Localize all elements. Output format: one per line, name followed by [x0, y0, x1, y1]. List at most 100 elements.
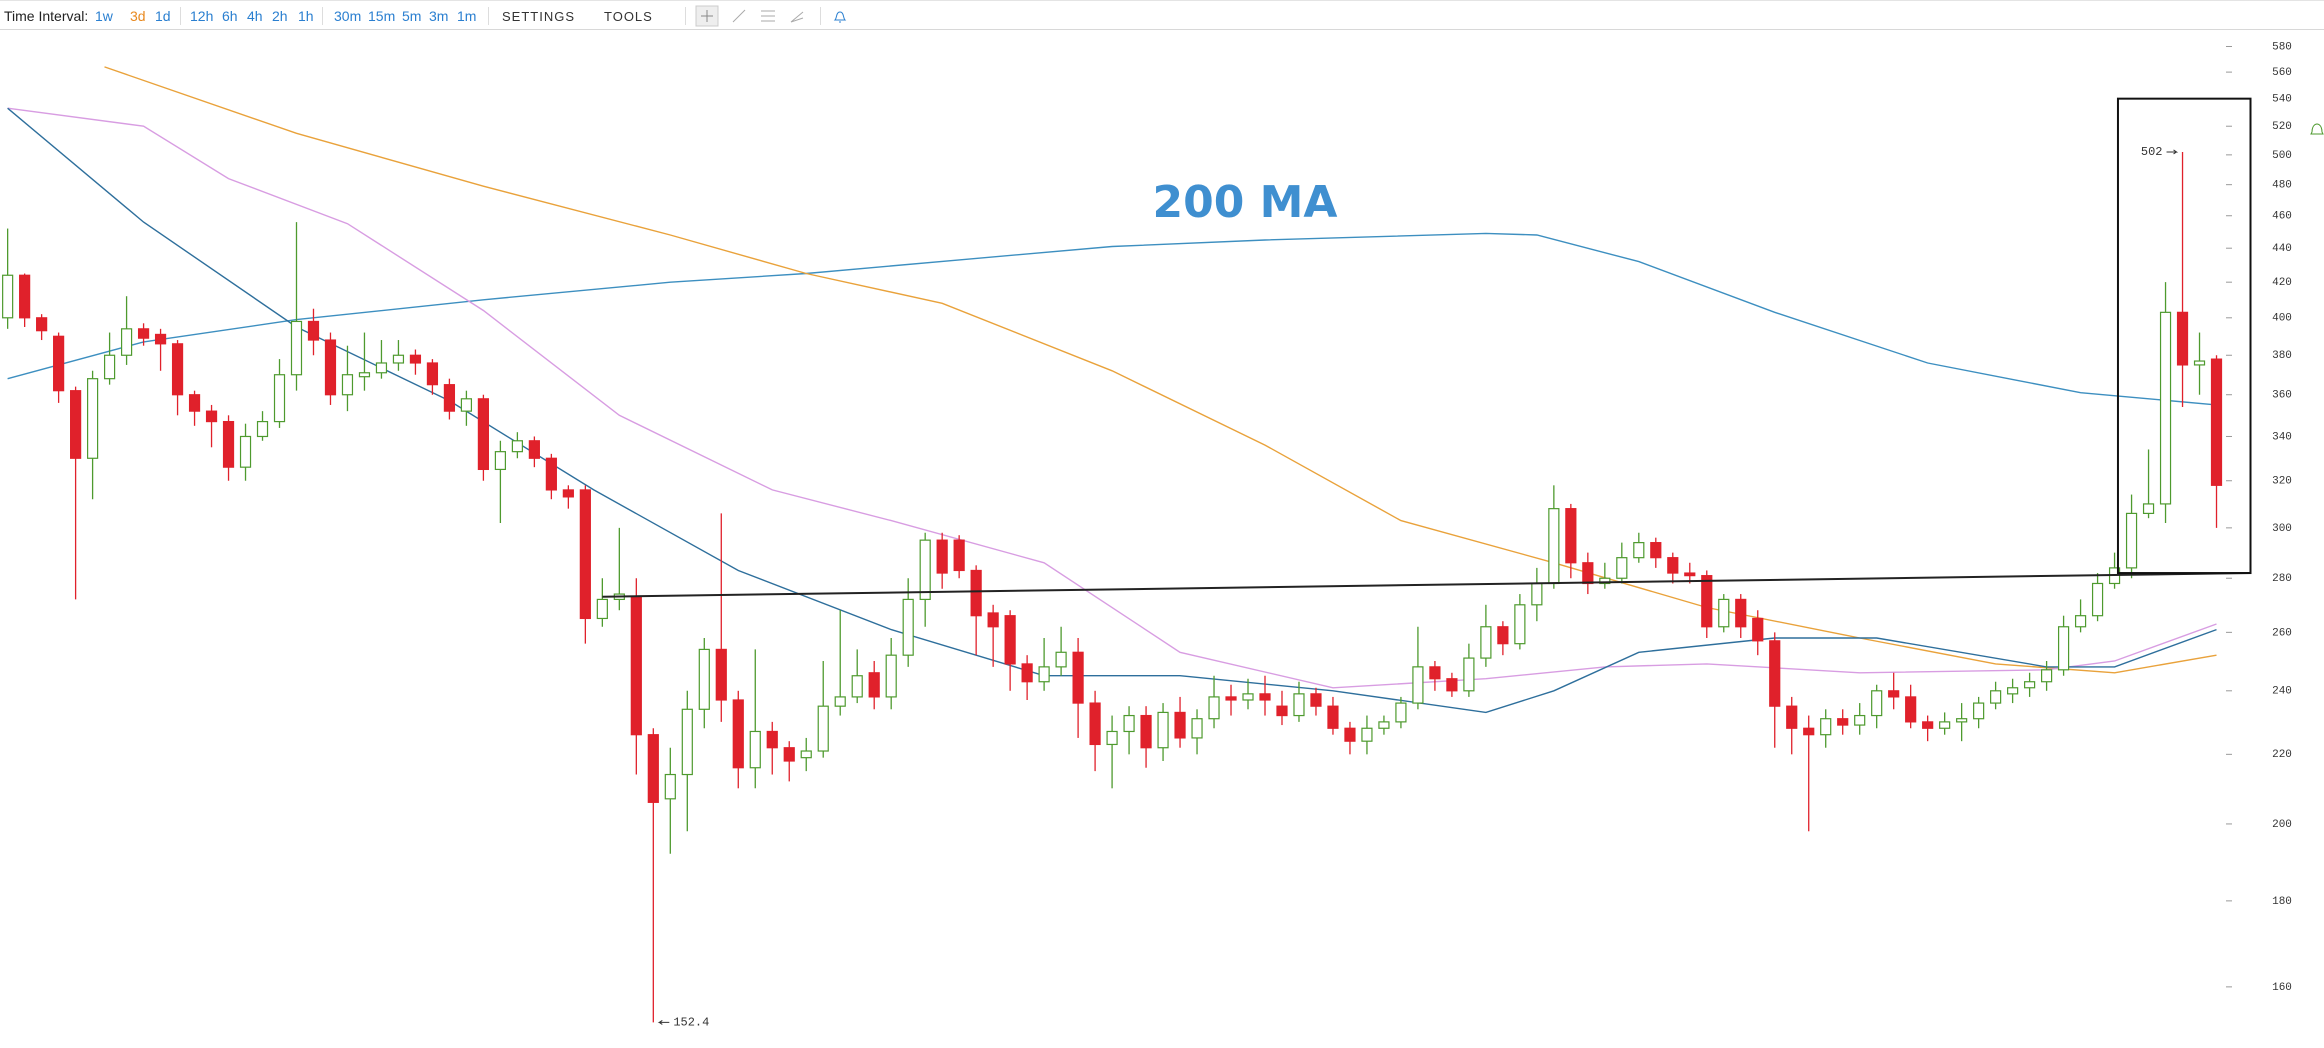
interval-button[interactable]: 1h	[298, 8, 314, 24]
peak-label: 502	[2141, 145, 2163, 159]
alert-icon	[2310, 123, 2324, 135]
candle-body	[1633, 542, 1645, 559]
interval-button[interactable]: 4h	[247, 8, 263, 24]
candle-body	[1582, 562, 1594, 585]
candle-body	[1123, 714, 1135, 733]
candle-body	[817, 705, 829, 752]
candle-body	[2159, 311, 2172, 505]
interval-button[interactable]: 1d	[155, 8, 171, 24]
candle-body	[1837, 718, 1849, 726]
candle-body	[1140, 714, 1152, 749]
candle-body	[222, 420, 235, 468]
candle-body	[953, 539, 965, 572]
candle-body	[851, 675, 863, 698]
candle-body	[273, 374, 286, 423]
y-tick-label: 460	[2272, 211, 2292, 223]
interval-button[interactable]: 15m	[368, 8, 396, 24]
interval-button[interactable]: 2h	[272, 8, 288, 24]
highlight-box	[2116, 97, 2252, 575]
candle-body	[681, 708, 693, 776]
candle-body	[307, 320, 320, 341]
candle-body	[579, 489, 591, 620]
crosshair-icon	[701, 10, 713, 22]
settings-menu[interactable]: SETTINGS	[502, 9, 576, 24]
y-tick-label: 220	[2272, 749, 2292, 761]
candle-body	[1939, 721, 1951, 729]
candle-body	[494, 451, 506, 471]
candle-body	[1259, 693, 1271, 701]
candle-body	[1888, 690, 1900, 698]
candle-body	[783, 747, 795, 762]
candle-body	[1089, 702, 1101, 746]
y-tick-label: 240	[2272, 686, 2292, 698]
candle-body	[324, 339, 337, 396]
candle-body	[2210, 358, 2223, 486]
interval-button[interactable]: 6h	[222, 8, 238, 24]
candle-body	[936, 539, 948, 574]
candle-body	[1106, 730, 1118, 746]
interval-button[interactable]: 3d	[130, 8, 146, 24]
candle-body	[1735, 598, 1747, 628]
candle-body	[2142, 503, 2155, 515]
y-tick-label: 420	[2272, 277, 2292, 289]
candle-body	[630, 596, 642, 736]
interval-label: Time Interval:	[4, 8, 89, 24]
candle-body	[2125, 512, 2138, 569]
candle-body	[1973, 702, 1985, 720]
y-tick-label: 400	[2272, 313, 2292, 325]
fib-tool[interactable]	[790, 11, 804, 23]
candle-body	[1191, 718, 1203, 739]
candle-body	[1225, 696, 1237, 701]
candle-body	[1684, 572, 1696, 577]
candle-body	[1293, 693, 1305, 717]
candle-body	[1990, 690, 2002, 704]
interval-button[interactable]: 12h	[190, 8, 214, 24]
candle-body	[392, 354, 405, 364]
candle-body	[1242, 693, 1254, 701]
candle-body	[120, 328, 133, 356]
candle-body	[1157, 711, 1169, 749]
candle-body	[358, 372, 371, 378]
candle-body	[1174, 711, 1186, 739]
line-tool[interactable]	[732, 9, 746, 23]
interval-button[interactable]: 5m	[402, 8, 422, 24]
y-tick-label: 260	[2272, 627, 2292, 639]
interval-button[interactable]: 30m	[334, 8, 362, 24]
alert-button[interactable]	[830, 7, 850, 27]
candle-body	[341, 374, 354, 396]
candle-body	[1820, 718, 1832, 736]
candle-body	[2041, 669, 2053, 683]
candle-body	[596, 598, 608, 620]
candle-body	[137, 328, 150, 339]
moving-average	[7, 107, 2217, 714]
hline-tool[interactable]	[761, 10, 775, 22]
candle-body	[1599, 577, 1611, 585]
candle-body	[375, 362, 388, 374]
candle-body	[1701, 575, 1713, 628]
candle-body	[87, 378, 99, 459]
candle-body	[1361, 727, 1373, 742]
candle-body	[1650, 542, 1662, 559]
candle-body	[477, 398, 490, 471]
interval-button[interactable]: 1w	[95, 8, 113, 24]
candle-body	[902, 598, 914, 656]
interval-button[interactable]: 1m	[457, 8, 477, 24]
y-tick-label: 520	[2272, 121, 2292, 133]
candle-body	[698, 648, 710, 710]
separator	[180, 7, 181, 25]
candle-body	[1871, 690, 1883, 717]
candle-body	[460, 398, 473, 412]
candle-body	[545, 457, 557, 491]
candle-body	[528, 440, 540, 459]
interval-button[interactable]: 3m	[429, 8, 449, 24]
candle-body	[766, 730, 778, 749]
moving-average	[7, 232, 2217, 406]
candle-body	[1548, 508, 1560, 585]
candle-body	[749, 730, 761, 769]
separator	[820, 7, 821, 25]
candle-body	[1803, 727, 1815, 736]
tools-menu[interactable]: TOOLS	[604, 9, 653, 24]
y-tick-label: 340	[2272, 431, 2292, 443]
candle-body	[919, 539, 931, 601]
candle-body	[1021, 663, 1033, 683]
